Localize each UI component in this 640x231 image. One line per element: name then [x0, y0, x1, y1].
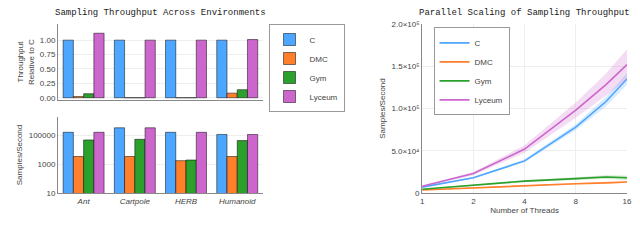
svg-text:Ant: Ant	[77, 197, 91, 206]
svg-text:1.5×10⁵: 1.5×10⁵	[392, 62, 420, 71]
svg-text:Number of Threads: Number of Threads	[490, 206, 559, 215]
svg-text:5.0×10⁴: 5.0×10⁴	[391, 147, 420, 156]
svg-text:0.75: 0.75	[40, 50, 56, 59]
svg-text:1000: 1000	[38, 160, 56, 169]
svg-text:Sampling Throughput Across Env: Sampling Throughput Across Environments	[55, 8, 266, 18]
svg-text:8: 8	[574, 197, 579, 206]
svg-text:0.25: 0.25	[40, 79, 56, 88]
svg-text:Gym: Gym	[310, 74, 327, 83]
svg-text:Lyceum: Lyceum	[475, 96, 503, 105]
svg-text:4: 4	[522, 197, 527, 206]
svg-text:1.0×10⁵: 1.0×10⁵	[392, 104, 420, 113]
svg-text:Samples/Second: Samples/Second	[15, 125, 24, 185]
svg-text:Samples/Second: Samples/Second	[378, 78, 387, 138]
svg-text:2.0×10⁵: 2.0×10⁵	[392, 20, 420, 29]
svg-text:1.00: 1.00	[40, 36, 56, 45]
svg-text:0.50: 0.50	[40, 65, 56, 74]
svg-text:Lyceum: Lyceum	[310, 93, 338, 102]
svg-text:1: 1	[420, 197, 425, 206]
svg-text:DMC: DMC	[310, 55, 328, 64]
svg-text:C: C	[310, 36, 316, 45]
svg-text:HERB: HERB	[175, 197, 198, 206]
svg-text:10: 10	[46, 189, 55, 198]
svg-text:ThroughputRelative to C: ThroughputRelative to C	[16, 39, 35, 85]
svg-text:Cartpole: Cartpole	[120, 197, 151, 206]
svg-text:100000: 100000	[29, 131, 56, 140]
svg-text:Gym: Gym	[475, 77, 492, 86]
svg-text:16: 16	[623, 197, 632, 206]
svg-text:0: 0	[415, 189, 420, 198]
svg-text:Humanoid: Humanoid	[219, 197, 256, 206]
svg-text:Parallel Scaling of Sampling T: Parallel Scaling of Sampling Throughput	[419, 8, 630, 18]
svg-text:C: C	[475, 39, 481, 48]
svg-text:2: 2	[471, 197, 476, 206]
svg-text:DMC: DMC	[475, 58, 493, 67]
svg-text:0.00: 0.00	[40, 94, 56, 103]
